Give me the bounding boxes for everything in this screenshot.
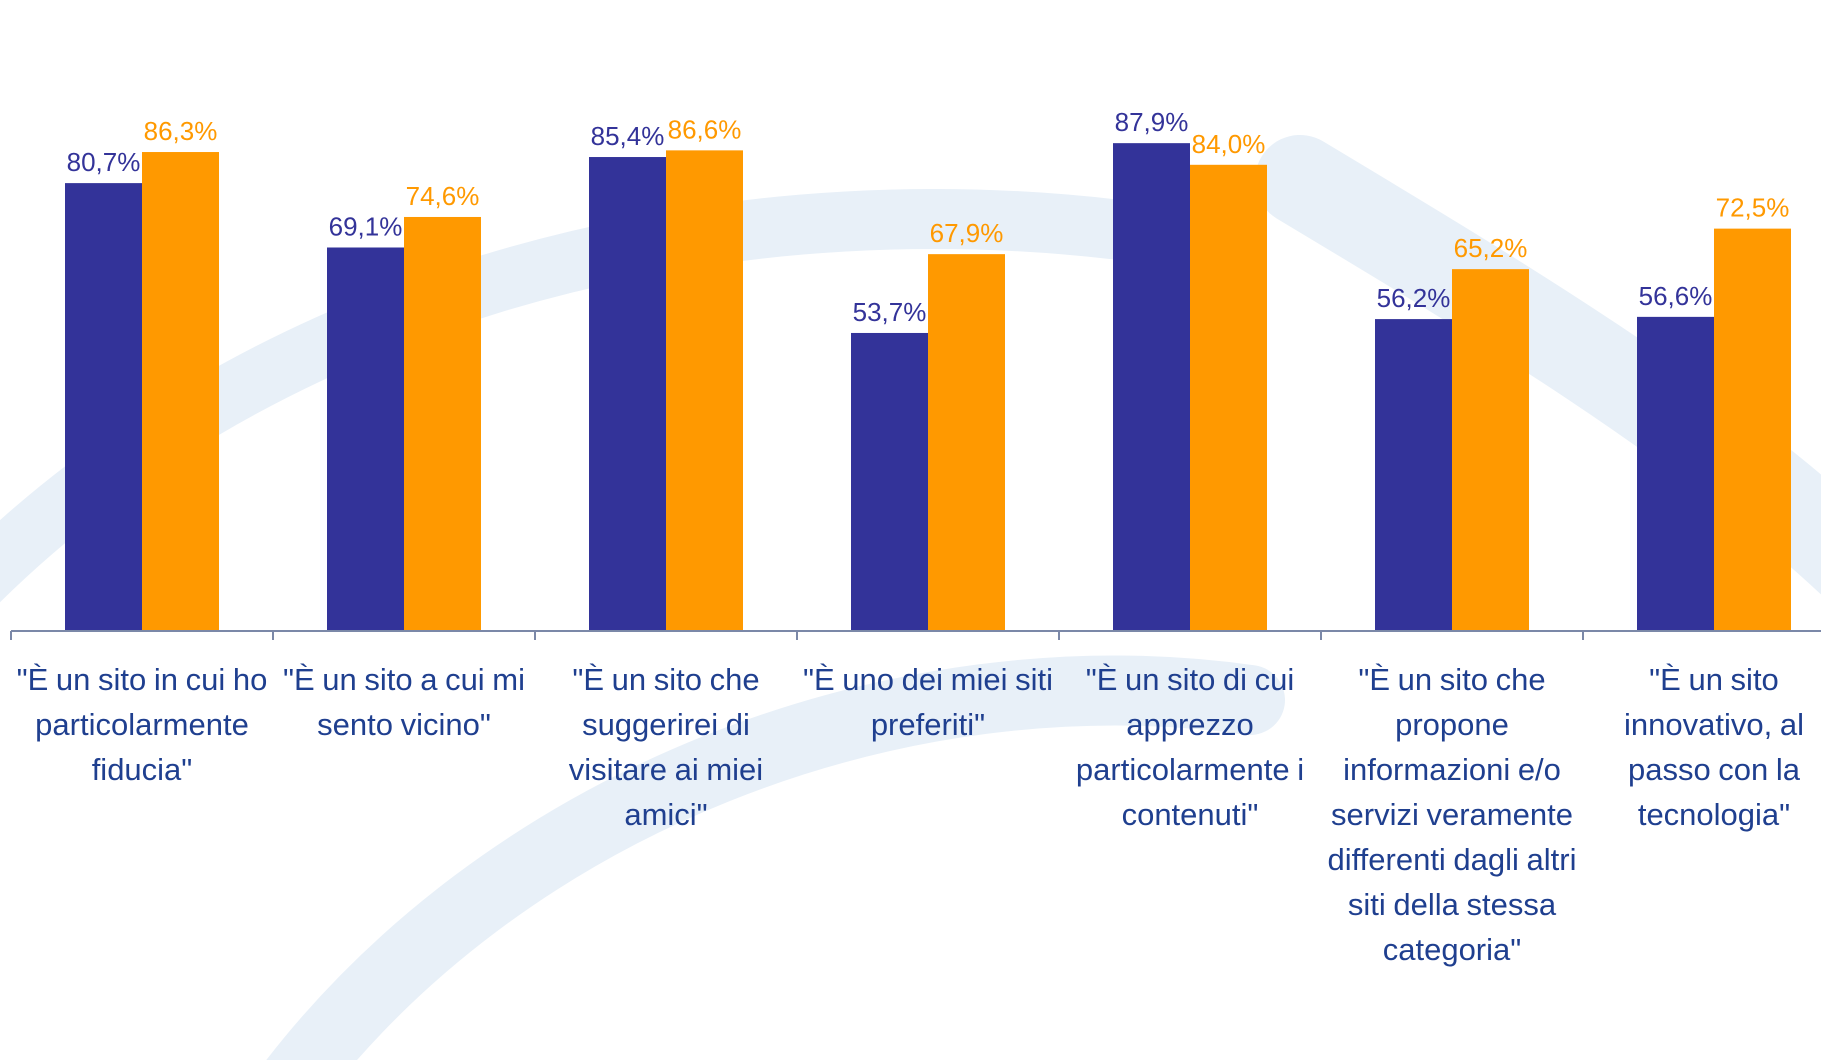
value-label-series2-cat3: 86,6% — [668, 114, 742, 144]
bar-series2-cat3 — [666, 150, 743, 631]
value-label-series2-cat2: 74,6% — [406, 181, 480, 211]
value-label-series2-cat6: 65,2% — [1454, 233, 1528, 263]
bar-series2-cat5 — [1190, 165, 1267, 631]
bar-series1-cat4 — [851, 333, 928, 631]
category-label-7: "È un sito innovativo, al passo con la t… — [1587, 657, 1821, 837]
bar-series2-cat4 — [928, 254, 1005, 631]
bar-series2-cat7 — [1714, 229, 1791, 631]
bar-series1-cat3 — [589, 157, 666, 631]
bar-series2-cat1 — [142, 152, 219, 631]
x-axis — [11, 631, 1821, 640]
value-label-series1-cat3: 85,4% — [591, 121, 665, 151]
value-label-series1-cat2: 69,1% — [329, 211, 403, 241]
category-label-5: "È un sito di cui apprezzo particolarmen… — [1063, 657, 1317, 837]
value-label-series2-cat7: 72,5% — [1716, 193, 1790, 223]
bar-series2-cat2 — [404, 217, 481, 631]
bar-series2-cat6 — [1452, 269, 1529, 631]
value-label-series1-cat5: 87,9% — [1115, 107, 1189, 137]
category-label-4: "È uno dei miei siti preferiti" — [801, 657, 1055, 747]
value-label-series1-cat1: 80,7% — [67, 147, 141, 177]
bar-series1-cat1 — [65, 183, 142, 631]
value-label-series2-cat5: 84,0% — [1192, 129, 1266, 159]
category-label-2: "È un sito a cui mi sento vicino" — [277, 657, 531, 747]
category-label-3: "È un sito che suggerirei di visitare ai… — [539, 657, 793, 837]
category-label-1: "È un sito in cui ho particolarmente fid… — [15, 657, 269, 792]
value-label-series2-cat4: 67,9% — [930, 218, 1004, 248]
bar-series1-cat6 — [1375, 319, 1452, 631]
value-label-series1-cat7: 56,6% — [1639, 281, 1713, 311]
value-label-series1-cat6: 56,2% — [1377, 283, 1451, 313]
category-label-6: "È un sito che propone informazioni e/o … — [1325, 657, 1579, 972]
bar-series1-cat7 — [1637, 317, 1714, 631]
value-label-series1-cat4: 53,7% — [853, 297, 927, 327]
bar-series1-cat2 — [327, 247, 404, 631]
bar-series1-cat5 — [1113, 143, 1190, 631]
value-label-series2-cat1: 86,3% — [144, 116, 218, 146]
